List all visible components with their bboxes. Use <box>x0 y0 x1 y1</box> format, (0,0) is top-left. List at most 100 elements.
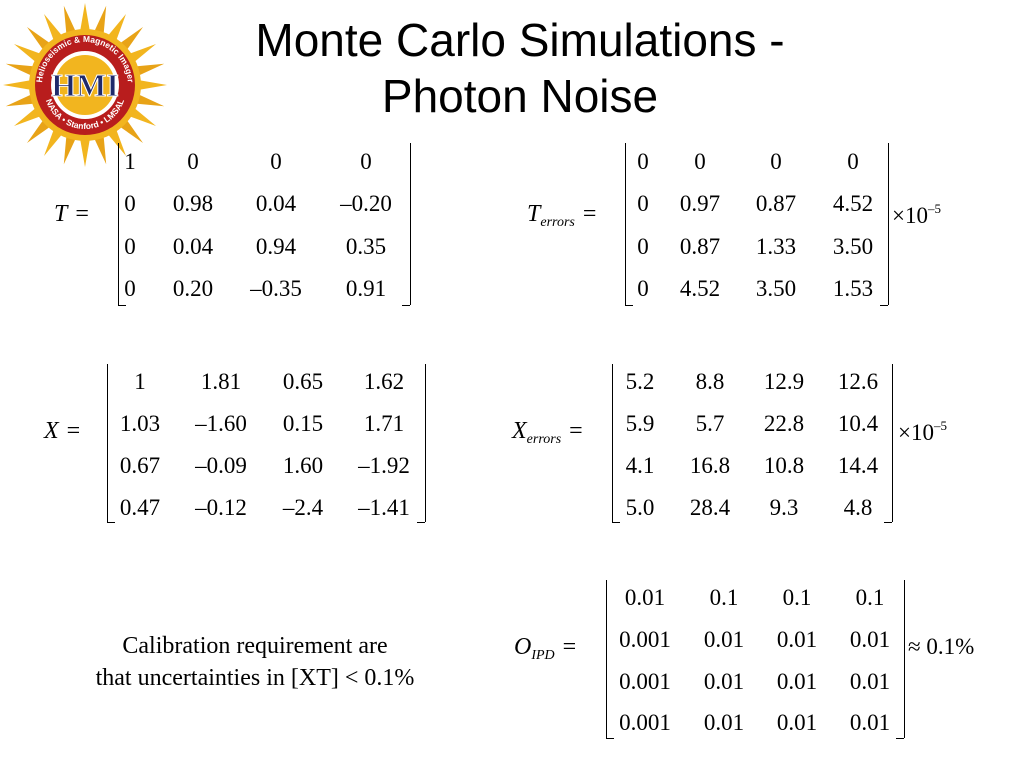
matrix-cell: 1.53 <box>832 276 874 301</box>
matrix-symbol: X <box>512 418 527 444</box>
logo-core <box>55 55 115 115</box>
matrix-cell: 0.97 <box>679 191 721 216</box>
matrix-cell: –1.41 <box>358 495 410 520</box>
matrix-cell: 0 <box>124 234 136 259</box>
scale-exponent: –5 <box>933 418 947 433</box>
matrix-cell: 0 <box>270 149 282 174</box>
scale-factor: ×10–5 <box>898 418 947 446</box>
matrix-cell: 0.20 <box>172 276 214 301</box>
hmi-logo: Helioseismic & Magnetic Imager NASA • St… <box>3 3 167 167</box>
sun-ray <box>135 63 165 76</box>
matrix-cell: 4.8 <box>843 495 873 520</box>
matrix-cell: 0.47 <box>119 495 161 520</box>
matrix-lhs-label: X = <box>44 418 80 445</box>
left-bracket <box>107 364 116 522</box>
matrix-subscript: errors <box>540 215 575 230</box>
sun-ray <box>80 138 90 167</box>
bracket-foot <box>606 738 614 739</box>
matrix-cell: 4.52 <box>679 276 721 301</box>
matrix-cell: –1.92 <box>358 453 410 478</box>
matrix-cell: 0.01 <box>624 585 666 610</box>
matrix-cell: 0.1 <box>782 585 812 610</box>
matrix-symbol: T <box>527 201 541 227</box>
sun-ray <box>94 135 107 165</box>
scale-base: ≈ 0.1% <box>908 634 975 659</box>
matrix-cell: 0.01 <box>849 627 891 652</box>
matrix-cell: 0.1 <box>709 585 739 610</box>
left-bracket <box>612 364 621 522</box>
sun-ray <box>44 14 63 41</box>
sun-rays <box>3 3 167 167</box>
matrix-cell: 0.01 <box>776 627 818 652</box>
matrix-cell: 16.8 <box>689 453 731 478</box>
bracket-foot <box>118 305 126 306</box>
matrix-cell: 0 <box>770 149 782 174</box>
equals-sign: = <box>66 418 81 444</box>
equals-sign: = <box>75 201 89 227</box>
matrix-lhs-label: OIPD = <box>514 634 576 664</box>
matrix-cell: 0 <box>124 191 136 216</box>
matrix-cell: 0.98 <box>172 191 214 216</box>
matrix-cell: –2.4 <box>282 495 324 520</box>
slide-title: Monte Carlo Simulations - Photon Noise <box>180 12 860 124</box>
matrix-symbol: T <box>54 201 68 227</box>
sun-ray <box>80 3 90 32</box>
bracket-foot <box>880 305 888 306</box>
matrix-cell: 0.01 <box>703 669 745 694</box>
sun-ray <box>129 107 156 126</box>
matrix-cell: 5.2 <box>625 369 655 394</box>
sun-ray <box>44 129 63 156</box>
sun-ray <box>5 94 35 107</box>
right-bracket <box>884 364 893 522</box>
scale-factor: ≈ 0.1% <box>908 634 974 660</box>
scale-base: ×10 <box>892 203 928 228</box>
sun-ray <box>14 107 41 126</box>
matrix-lhs-label: Xerrors = <box>512 418 583 448</box>
matrix-cell: 0.001 <box>619 710 671 735</box>
sun-ray <box>3 80 32 90</box>
matrix-cell: 0.01 <box>776 710 818 735</box>
bracket-foot <box>896 738 904 739</box>
matrix-cell: 0 <box>360 149 372 174</box>
matrix-cell: 0.01 <box>703 627 745 652</box>
matrix-cell: 0.67 <box>119 453 161 478</box>
matrix-cell: 0 <box>637 191 649 216</box>
matrix-cell: 0.04 <box>255 191 297 216</box>
matrix-symbol: O <box>514 634 532 660</box>
bracket-foot <box>612 522 620 523</box>
matrix-subscript: IPD <box>531 648 555 663</box>
sun-ray <box>27 119 51 143</box>
scale-exponent: –5 <box>927 201 941 216</box>
bracket-foot <box>402 305 410 306</box>
sun-ray <box>129 44 156 63</box>
matrix-cell: 0.35 <box>345 234 387 259</box>
matrix-cell: 5.7 <box>695 411 725 436</box>
matrix-cell: –0.35 <box>250 276 302 301</box>
sun-ray <box>119 119 143 143</box>
sun-ray <box>119 27 143 51</box>
matrix-cell: –0.12 <box>195 495 247 520</box>
matrix-cell: 0.87 <box>679 234 721 259</box>
equals-sign: = <box>562 634 577 660</box>
matrix-cell: –0.20 <box>340 191 392 216</box>
sun-ray <box>94 5 107 35</box>
matrix-cell: 0 <box>637 149 649 174</box>
sun-ray <box>135 94 165 107</box>
matrix-cell: 0.01 <box>776 669 818 694</box>
matrix-cell: 0 <box>694 149 706 174</box>
left-bracket <box>606 580 615 738</box>
bracket-foot <box>625 305 633 306</box>
matrix-cell: 5.0 <box>625 495 655 520</box>
matrix-cell: 1.60 <box>282 453 324 478</box>
matrix-cell: 10.4 <box>837 411 879 436</box>
sun-ray <box>63 135 76 165</box>
matrix-cell: 12.9 <box>763 369 805 394</box>
matrix-cell: 12.6 <box>837 369 879 394</box>
matrix-cell: 3.50 <box>832 234 874 259</box>
logo-initials: HMI <box>51 67 119 103</box>
bracket-foot <box>417 522 425 523</box>
matrix-subscript: errors <box>526 432 562 447</box>
matrix-cell: 4.52 <box>832 191 874 216</box>
scale-base: ×10 <box>898 420 934 445</box>
left-bracket <box>118 143 127 305</box>
